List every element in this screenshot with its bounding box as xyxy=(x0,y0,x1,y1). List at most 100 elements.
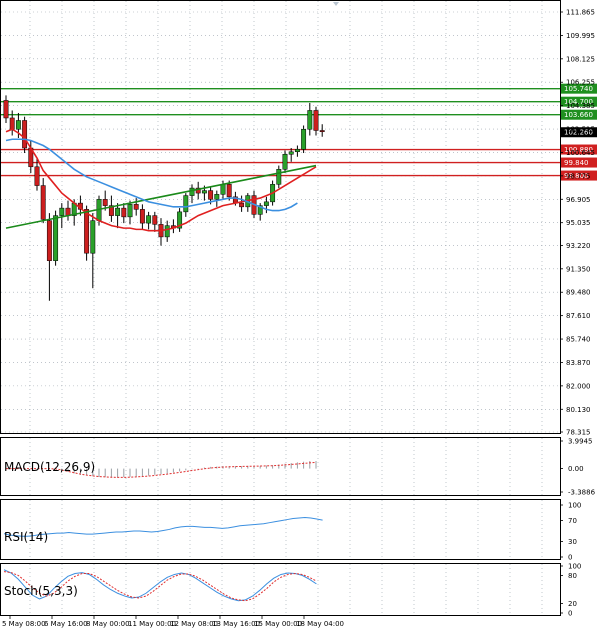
candle-body xyxy=(152,215,158,225)
candle-body xyxy=(15,120,21,130)
candle-body xyxy=(53,215,59,261)
candle-body xyxy=(59,207,65,216)
price-tick-label: 95.035 xyxy=(566,219,591,227)
candle-body xyxy=(3,100,9,119)
grid xyxy=(1,1,560,615)
price-tick-label: 96.905 xyxy=(566,196,591,204)
candle-body xyxy=(146,215,152,224)
price-tick-label: 82.000 xyxy=(566,382,591,390)
macd-signal-line xyxy=(6,461,317,478)
price-tick-label: 93.220 xyxy=(566,242,591,250)
main-panel-frame xyxy=(0,0,561,434)
candle-body xyxy=(177,211,183,229)
rsi-panel-frame xyxy=(0,499,561,560)
rsi-tick-label: 0 xyxy=(568,554,572,562)
candle-body xyxy=(115,207,121,216)
candle-body xyxy=(201,190,207,194)
candle-body xyxy=(183,195,189,213)
candle-body xyxy=(307,110,313,130)
candle-body xyxy=(226,184,232,198)
price-levels: 105.740 104.700 103.660 100.880 99.840 98.800… xyxy=(1,83,597,181)
candle-body xyxy=(263,201,269,206)
rsi-tick-label: 30 xyxy=(568,538,577,546)
candle-body xyxy=(257,205,263,215)
price-tick-label: 83.870 xyxy=(566,359,591,367)
support-level-label: 99.840 xyxy=(564,159,589,167)
rsi-panel: 100 70 30 0 RSI(14) xyxy=(3,502,581,562)
time-tick-label: 5 May 08:00 xyxy=(2,620,46,628)
time-tick-label: 8 May 00:00 xyxy=(86,620,130,628)
time-tick-label: 11 May 00:00 xyxy=(128,620,176,628)
moving-average-line xyxy=(5,128,317,232)
candle-body xyxy=(282,154,288,170)
candle-body xyxy=(301,128,307,150)
candle-body xyxy=(276,169,282,185)
candle-body xyxy=(164,225,170,238)
stoch-label: Stoch(5,3,3) xyxy=(4,584,78,598)
rsi-line xyxy=(3,516,323,537)
candles xyxy=(3,95,325,301)
price-tick-label: 78.315 xyxy=(566,429,591,437)
candle-body xyxy=(139,209,145,224)
price-tick-label: 100.645 xyxy=(566,149,595,157)
price-tick-label: 98.775 xyxy=(566,172,591,180)
resistance-level-label: 105.740 xyxy=(564,85,593,93)
candle-body xyxy=(288,151,294,155)
candle-body xyxy=(294,149,300,153)
price-tick-label: 87.610 xyxy=(566,312,591,320)
stoch-panel-frame xyxy=(0,563,561,616)
current-price-tag xyxy=(561,127,597,138)
candle-body xyxy=(34,166,40,186)
candle-body xyxy=(90,220,96,254)
macd-tick-label: 3.9945 xyxy=(568,438,593,446)
candle-body xyxy=(40,185,46,220)
time-tick-label: 13 May 16:00 xyxy=(212,620,260,628)
candle-body xyxy=(108,205,114,216)
chart-shift-marker[interactable] xyxy=(333,2,339,6)
resistance-level-label: 103.660 xyxy=(564,111,593,119)
price-tick-label: 85.740 xyxy=(566,336,591,344)
stoch-signal-line xyxy=(3,571,317,602)
stoch-tick-label: 80 xyxy=(568,572,577,580)
macd-panel-frame xyxy=(0,437,561,496)
macd-panel: 3.9945 0.00 -3.3886 MACD(12,26,9) xyxy=(4,438,596,497)
candle-body xyxy=(46,220,52,261)
candle-body xyxy=(127,204,133,218)
price-tick-label: 104.385 xyxy=(566,102,595,110)
current-price-label: 102.260 xyxy=(564,129,593,137)
support-level-tag xyxy=(561,144,597,155)
stoch-tick-label: 20 xyxy=(568,600,577,608)
price-tick-label: 106.255 xyxy=(566,79,595,87)
support-level-label: 98.800 xyxy=(564,172,589,180)
rsi-label: RSI(14) xyxy=(4,530,48,544)
candle-body xyxy=(121,207,127,218)
resistance-level-label: 104.700 xyxy=(564,98,593,106)
price-tick-label: 89.480 xyxy=(566,289,591,297)
support-level-tag xyxy=(561,157,597,168)
candle-body xyxy=(214,194,220,200)
moving-average-line xyxy=(5,138,298,212)
candle-body xyxy=(239,202,245,208)
resistance-level-tag xyxy=(561,83,597,94)
resistance-level-tag xyxy=(561,96,597,107)
moving-averages xyxy=(5,128,317,232)
time-tick-label: 6 May 16:00 xyxy=(44,620,88,628)
stoch-main-line xyxy=(3,569,317,602)
price-tick-label: 108.125 xyxy=(566,55,595,63)
resistance-level-tag xyxy=(561,109,597,120)
candle-body xyxy=(208,190,214,200)
support-level-label: 100.880 xyxy=(564,146,593,154)
time-tick-label: 12 May 08:00 xyxy=(170,620,218,628)
stoch-tick-label: 0 xyxy=(568,610,572,618)
time-tick-label: 15 May 00:00 xyxy=(254,620,302,628)
candle-body xyxy=(22,120,28,149)
candle-body xyxy=(9,117,15,130)
macd-tick-label: -3.3886 xyxy=(568,489,596,497)
candle-body xyxy=(102,199,108,206)
rsi-tick-label: 100 xyxy=(568,502,581,510)
price-tick-label: 102.515 xyxy=(566,126,595,134)
candle-body xyxy=(313,110,319,131)
price-axis: 111.865 109.995 108.125 106.255 104.385 102.5… xyxy=(560,9,595,437)
